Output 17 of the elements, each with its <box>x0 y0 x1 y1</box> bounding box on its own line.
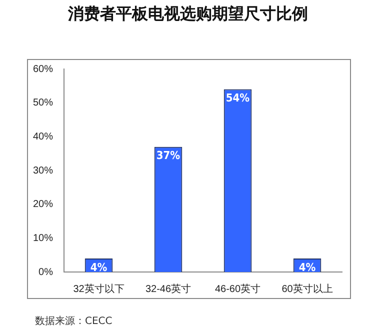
y-tick-label: 10% <box>33 232 54 244</box>
data-label: 4% <box>298 260 316 274</box>
y-tick-label: 50% <box>33 98 54 109</box>
x-tick-label: 46-60英寸 <box>214 282 261 295</box>
data-label: 37% <box>156 149 180 162</box>
data-label: 4% <box>90 260 108 274</box>
x-tick-label: 32-46英寸 <box>145 282 192 295</box>
source-note: 数据来源：CECC <box>35 314 112 328</box>
y-tick-label: 20% <box>33 199 54 210</box>
y-tick-label: 0% <box>38 266 54 278</box>
y-tick-label: 40% <box>33 131 54 142</box>
y-tick-label: 60% <box>33 64 54 75</box>
x-tick-label: 60英寸以上 <box>282 282 333 295</box>
x-tick-label: 32英寸以下 <box>73 282 124 295</box>
data-label: 54% <box>226 92 250 105</box>
chart-title: 消费者平板电视选购期望尺寸比例 <box>67 4 309 25</box>
y-tick-label: 30% <box>33 165 54 176</box>
